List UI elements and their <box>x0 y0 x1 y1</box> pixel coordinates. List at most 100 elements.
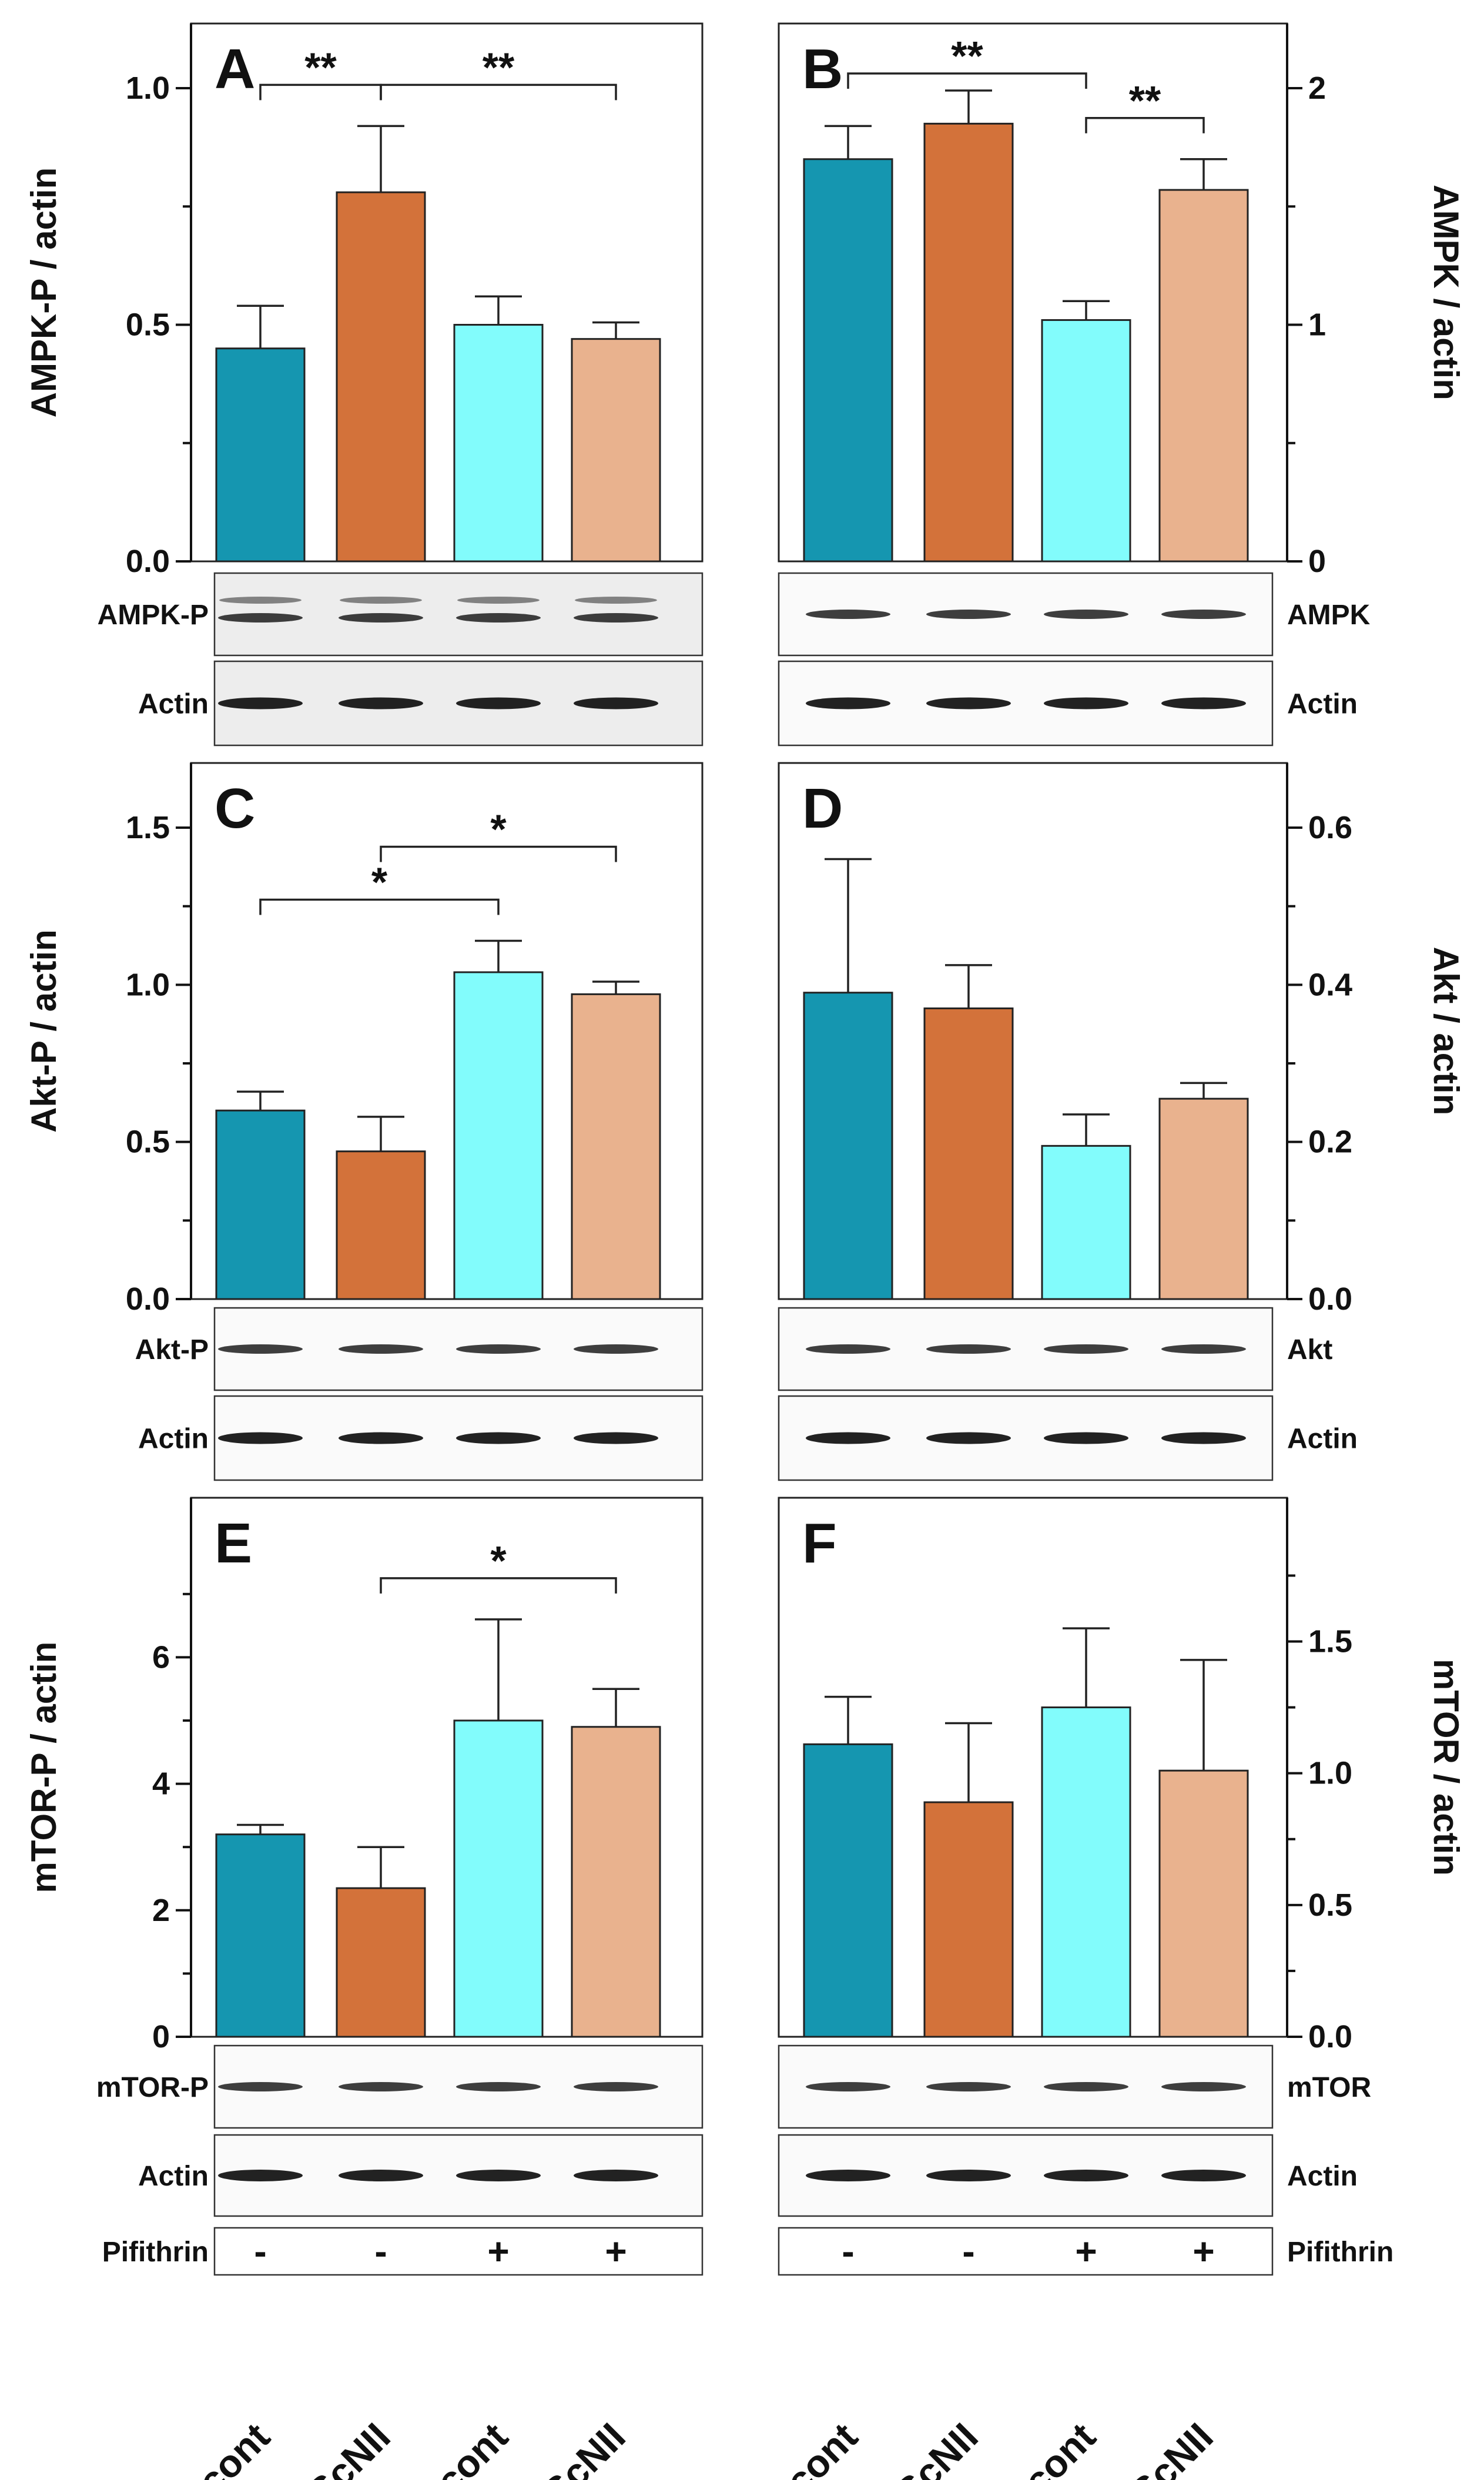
bar <box>336 191 426 563</box>
blot-band <box>1044 2170 1128 2181</box>
blot-band <box>575 597 657 604</box>
significance-label: ** <box>304 44 337 90</box>
y-axis-title: mTOR / actin <box>1426 1659 1466 1876</box>
blot-label: Actin <box>1287 1424 1358 1455</box>
bar <box>1041 319 1131 563</box>
y-tick-label: 0.4 <box>1308 967 1352 1002</box>
panel-letter: A <box>215 38 255 101</box>
blot-strip <box>778 2044 1274 2129</box>
treatment-sign: - <box>962 2230 974 2273</box>
blot-band <box>339 2170 423 2181</box>
significance-label: * <box>490 1538 507 1584</box>
y-tick-label: 0.5 <box>1308 1887 1352 1923</box>
blot-band <box>218 1344 303 1354</box>
y-tick-label: 0.0 <box>126 1281 170 1317</box>
treatment-row: - - + + Pifithrin <box>778 2227 1393 2276</box>
bar <box>803 1743 893 2038</box>
blot-label: Actin <box>138 1424 209 1455</box>
significance-label: * <box>371 859 388 905</box>
blot-band <box>1044 610 1128 619</box>
bar <box>923 1007 1014 1300</box>
y-tick-label: 1.5 <box>1308 1624 1352 1659</box>
y-tick-label: 1.0 <box>1308 1756 1352 1791</box>
bar <box>453 971 544 1300</box>
panel-B: 0 1 2 AMPK / actin B ** ** AMPK Actin <box>778 22 1466 747</box>
y-tick-label: 1.0 <box>126 967 170 1002</box>
blot-band <box>1044 697 1128 709</box>
y-axis-title: AMPK-P / actin <box>24 168 63 418</box>
panel-C: 0.0 0.5 1.0 1.5 Akt-P / actin C * * Akt-P Actin <box>24 762 704 1481</box>
blot-band <box>574 613 658 622</box>
y-tick-label: 0.5 <box>126 1124 170 1160</box>
treatment-frame <box>778 2227 1274 2276</box>
blot-strip <box>778 572 1274 657</box>
blot-strip <box>778 1307 1274 1391</box>
treatment-sign: - <box>842 2230 854 2273</box>
blot-label: mTOR <box>1287 2072 1371 2103</box>
blot-band <box>806 697 890 709</box>
blot-label: Actin <box>1287 689 1358 720</box>
blot-band <box>1161 610 1246 619</box>
blot-band <box>574 2170 658 2181</box>
y-tick-label: 0 <box>152 2019 170 2054</box>
blot-strip <box>778 2134 1274 2217</box>
y-tick-label: 2 <box>1308 71 1326 106</box>
y-tick-label: 0 <box>1308 544 1326 579</box>
bar <box>336 1150 426 1300</box>
blot-band <box>339 697 423 709</box>
bar <box>803 992 893 1300</box>
blot-band <box>926 697 1011 709</box>
bar <box>453 1719 544 2038</box>
y-tick-label: 0.6 <box>1308 810 1352 845</box>
treatment-sign: - <box>254 2230 266 2273</box>
y-tick-label: 0.2 <box>1308 1124 1352 1160</box>
blot-strip <box>213 660 704 747</box>
y-axis-title: AMPK / actin <box>1426 185 1466 400</box>
bar <box>1158 1769 1249 2038</box>
blot-band <box>926 1344 1011 1354</box>
blot-band <box>1044 1344 1128 1354</box>
bar <box>1158 189 1249 563</box>
blot-band <box>339 2082 423 2091</box>
blot-band <box>926 2170 1011 2181</box>
panel-A: 0.0 0.5 1.0 AMPK-P / actin A ** ** AMPK-P Actin <box>24 22 704 747</box>
blot-band <box>218 697 303 709</box>
category-label: pScont <box>742 2415 865 2480</box>
blot-band <box>1161 697 1246 709</box>
y-tick-label: 2 <box>152 1893 170 1928</box>
blot-band <box>218 2082 303 2091</box>
significance-label: ** <box>483 44 515 90</box>
y-tick-label: 4 <box>152 1766 170 1802</box>
blot-label: AMPK <box>1287 600 1371 631</box>
bar <box>923 1801 1014 2038</box>
treatment-sign: + <box>487 2230 509 2273</box>
y-axis-title: Akt / actin <box>1426 947 1466 1116</box>
treatment-label: Pifithrin <box>102 2237 209 2268</box>
blot-band <box>574 1344 658 1354</box>
blot-label: Akt <box>1287 1334 1332 1365</box>
y-axis-title: Akt-P / actin <box>24 929 63 1133</box>
category-label: pScont <box>392 2415 515 2480</box>
bar <box>1158 1097 1249 1300</box>
blot-strip <box>778 1395 1274 1481</box>
category-label: pScont <box>980 2415 1103 2480</box>
blot-band <box>456 613 541 622</box>
treatment-sign: + <box>1192 2230 1214 2273</box>
category-label: pScNII <box>517 2415 634 2480</box>
blot-label: Akt-P <box>135 1334 209 1365</box>
y-tick-label: 1.0 <box>126 71 170 106</box>
panel-letter: D <box>802 777 843 840</box>
significance-bracket <box>1085 117 1205 133</box>
blot-band <box>806 610 890 619</box>
blot-band <box>456 697 541 709</box>
bar <box>215 1109 306 1300</box>
significance-label: ** <box>1129 78 1161 123</box>
blot-band <box>339 1432 423 1444</box>
category-label: pScont <box>154 2415 277 2480</box>
blot-label: Actin <box>1287 2161 1358 2192</box>
y-tick-label: 0.0 <box>1308 1281 1352 1317</box>
y-tick-label: 0.0 <box>126 544 170 579</box>
bar <box>571 993 661 1300</box>
